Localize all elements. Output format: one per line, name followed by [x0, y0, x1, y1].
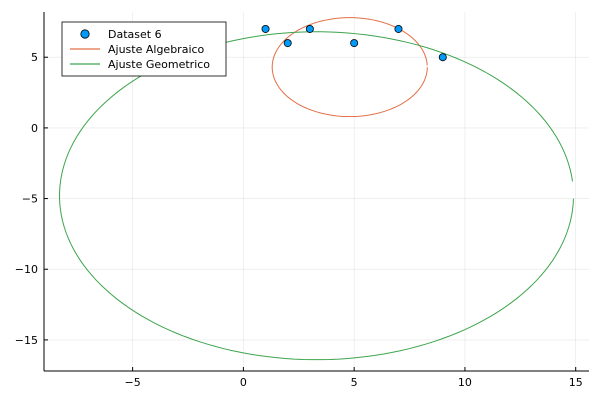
scatter-point	[394, 24, 403, 33]
y-tick-label: −15	[15, 334, 38, 347]
y-tick-label: −5	[22, 193, 38, 206]
plot-area	[59, 17, 574, 361]
legend-label-1: Ajuste Algebraico	[108, 43, 205, 56]
axes: −5 0 5 10 15 −15 −10 −5 0 5	[15, 12, 589, 389]
legend-marker-0	[80, 29, 90, 39]
legend-label-2: Ajuste Geometrico	[108, 58, 210, 71]
y-tick-label: 0	[31, 122, 38, 135]
y-tick-label: −10	[15, 263, 38, 276]
series-line-1	[271, 17, 428, 118]
scatter-point	[261, 24, 270, 33]
scatter-point	[305, 24, 314, 33]
series-line-2	[59, 31, 574, 361]
x-tick-label: 10	[458, 376, 472, 389]
scatter-point	[283, 39, 292, 48]
x-tick-label: 0	[240, 376, 247, 389]
y-tick-label: 5	[31, 51, 38, 64]
grid-lines	[44, 12, 589, 371]
x-tick-label: 5	[351, 376, 358, 389]
scatter-point	[350, 39, 359, 48]
x-tick-label: −5	[125, 376, 141, 389]
legend-label-0: Dataset 6	[108, 28, 162, 41]
legend: Dataset 6 Ajuste Algebraico Ajuste Geometr…	[61, 21, 227, 77]
scatter-point	[438, 53, 447, 62]
x-tick-label: 15	[569, 376, 583, 389]
